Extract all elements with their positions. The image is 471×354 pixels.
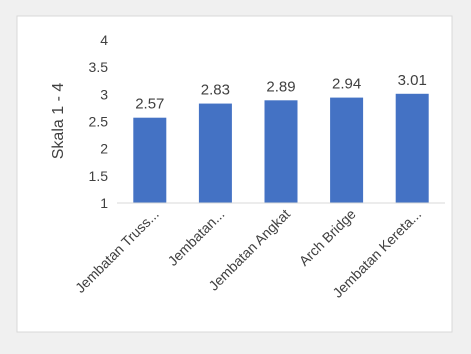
bar-value-label: 2.83 xyxy=(201,82,230,99)
bar xyxy=(199,104,232,203)
bar-value-label: 2.94 xyxy=(332,76,361,93)
y-tick-label: 1.5 xyxy=(89,168,109,184)
bar-value-label: 3.01 xyxy=(398,72,427,89)
bar xyxy=(265,100,298,203)
bar xyxy=(330,98,363,203)
y-tick-label: 1 xyxy=(100,195,108,211)
y-axis-label: Skala 1 - 4 xyxy=(50,83,67,160)
y-tick-label: 2.5 xyxy=(89,114,109,130)
y-tick-label: 3.5 xyxy=(89,59,109,75)
y-tick-label: 2 xyxy=(100,141,108,157)
bar-value-label: 2.89 xyxy=(266,78,295,95)
bar xyxy=(133,118,166,203)
y-tick-label: 3 xyxy=(100,86,108,102)
bar xyxy=(396,94,429,203)
bar-value-label: 2.57 xyxy=(135,96,164,113)
y-tick-label: 4 xyxy=(100,32,108,48)
